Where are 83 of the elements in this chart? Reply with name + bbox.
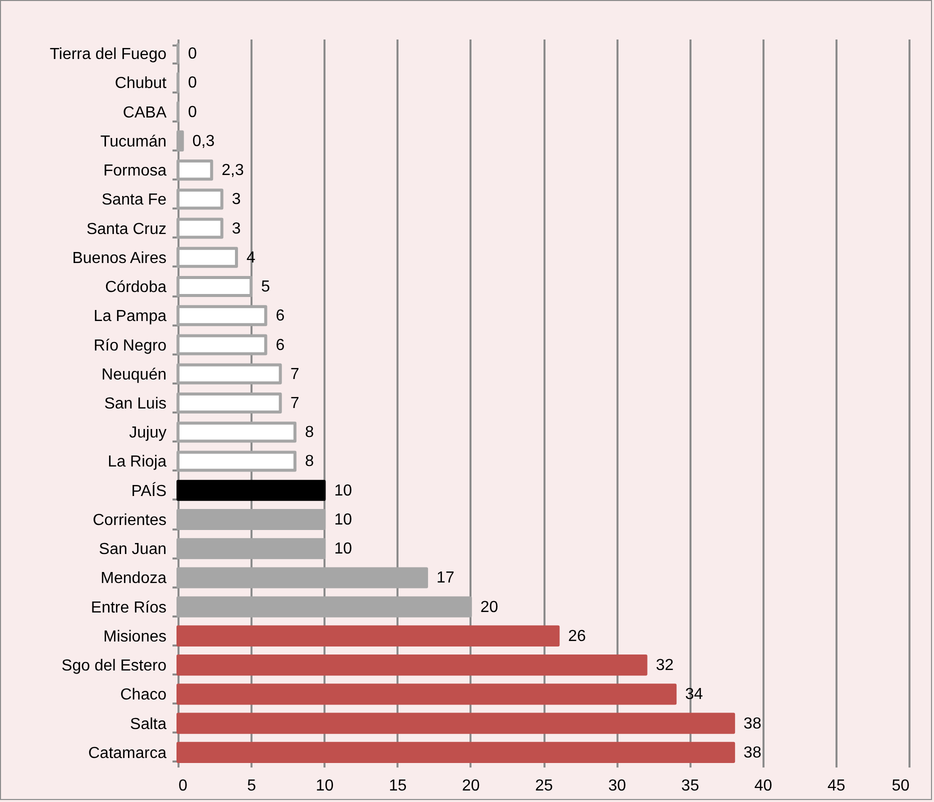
- y-tick-label: Formosa: [103, 162, 167, 180]
- bar: [176, 422, 296, 443]
- x-tick-label: 25: [535, 778, 553, 794]
- data-label: 32: [656, 657, 674, 674]
- x-tick-label: 5: [247, 778, 256, 794]
- y-tick-label: Tierra del Fuego: [50, 46, 167, 64]
- y-tick-label: CABA: [122, 104, 167, 122]
- y-tick-label: Santa Cruz: [86, 220, 166, 238]
- bar: [176, 508, 326, 530]
- data-label: 10: [334, 540, 352, 558]
- x-tick-label: 35: [681, 778, 700, 794]
- data-label: 8: [304, 453, 314, 470]
- data-label: 26: [568, 628, 586, 645]
- bar: [176, 392, 282, 414]
- data-label: 7: [290, 366, 300, 383]
- data-label: 17: [436, 570, 454, 587]
- data-label: 38: [744, 744, 762, 762]
- x-tick-label: 40: [754, 778, 772, 794]
- data-label: 5: [261, 278, 270, 296]
- y-tick-label: Jujuy: [129, 424, 166, 442]
- y-tick-label: Córdoba: [105, 279, 167, 296]
- y-tick-label: San Luis: [104, 396, 166, 412]
- y-tick-label: Neuquén: [102, 366, 166, 384]
- y-tick-label: Tucumán: [100, 133, 166, 150]
- y-tick-label: Río Negro: [94, 337, 167, 354]
- bar: [176, 160, 214, 181]
- y-tick-label: Santa Fe: [102, 192, 167, 209]
- bar: [176, 538, 326, 560]
- data-label: 10: [334, 482, 352, 500]
- bar: [176, 567, 428, 588]
- y-tick-label: PAÍS: [131, 482, 166, 500]
- bar: [176, 276, 253, 298]
- x-tick-label: 45: [828, 778, 846, 794]
- data-label: 7: [290, 395, 300, 412]
- y-tick-label: Entre Ríos: [90, 599, 166, 616]
- x-tick-label: 50: [892, 778, 910, 794]
- x-tick-label: 30: [608, 778, 626, 794]
- data-label: 3: [232, 191, 241, 208]
- x-tick-label: 0: [178, 778, 188, 794]
- y-tick-label: San Juan: [98, 541, 166, 558]
- bar: [176, 218, 224, 239]
- bar: [176, 246, 238, 268]
- y-tick-label: Salta: [130, 716, 167, 733]
- x-tick-label: 20: [462, 778, 480, 794]
- bar: [176, 480, 326, 501]
- x-tick-label: 15: [388, 778, 407, 794]
- x-tick-label: 10: [316, 778, 334, 794]
- y-tick-label: Misiones: [103, 628, 166, 646]
- bar: [176, 334, 268, 356]
- bar: [176, 742, 736, 763]
- bar: [176, 450, 296, 472]
- y-tick-label: Chubut: [114, 75, 168, 92]
- bar: [176, 130, 184, 152]
- y-tick-label: Chaco: [120, 686, 167, 704]
- data-label: 38: [744, 715, 762, 732]
- data-label: 34: [685, 686, 703, 704]
- data-label: 2,3: [222, 162, 244, 180]
- bar: [176, 363, 282, 384]
- y-tick-label: La Pampa: [94, 308, 167, 326]
- y-tick-label: Buenos Aires: [72, 250, 166, 267]
- bar: [176, 305, 268, 326]
- bar: [176, 596, 472, 618]
- bar: [176, 654, 648, 676]
- data-label: 8: [304, 424, 314, 442]
- y-tick-label: Catamarca: [88, 744, 167, 762]
- y-tick-label: Mendoza: [100, 570, 167, 588]
- bar: [176, 684, 677, 705]
- data-label: 0: [188, 74, 197, 92]
- data-label: 4: [246, 249, 256, 266]
- data-label: 0,3: [192, 132, 215, 150]
- data-label: 10: [334, 511, 352, 528]
- y-tick-label: Sgo del Estero: [62, 658, 167, 675]
- y-tick-label: Corrientes: [92, 512, 166, 529]
- data-label: 6: [276, 308, 285, 325]
- data-label: 6: [276, 336, 285, 354]
- data-label: 20: [480, 598, 498, 616]
- data-label: 0: [188, 46, 197, 63]
- bar: [176, 188, 224, 210]
- bar: [176, 625, 560, 646]
- y-tick-label: La Rioja: [108, 454, 167, 471]
- data-label: 0: [188, 104, 197, 121]
- bar: [176, 712, 736, 734]
- data-label: 3: [232, 220, 241, 238]
